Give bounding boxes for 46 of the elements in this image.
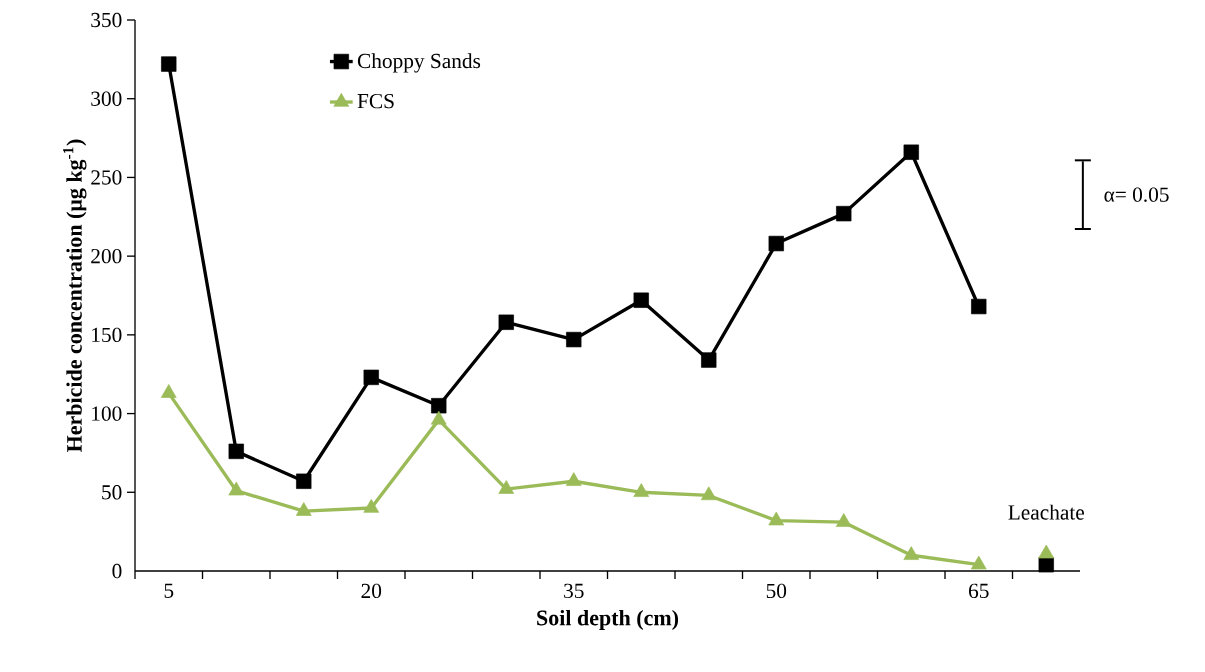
y-tick-label: 0 [112, 563, 122, 579]
y-axis-title: Herbicide concentration (μg kg$^{-1}$) [63, 139, 87, 452]
y-tick-label: 150 [92, 327, 122, 343]
point [228, 443, 244, 460]
annotation: Leachate [1008, 504, 1085, 520]
point [498, 314, 514, 330]
point [1038, 544, 1055, 559]
text: α= 0.05 [1104, 187, 1169, 202]
point [768, 235, 784, 252]
x-axis-title: Soil depth (cm) [537, 609, 679, 630]
y-tick-label: 100 [92, 406, 122, 421]
y-tick-label: 350 [91, 12, 122, 28]
point [633, 292, 649, 308]
x-tick-label: 35 [564, 583, 584, 599]
point [971, 298, 987, 315]
point [363, 369, 379, 386]
point [836, 205, 852, 222]
point [161, 56, 177, 72]
legend-label: Choppy Sands [357, 53, 481, 73]
point [430, 410, 447, 425]
point [903, 546, 920, 560]
point [431, 398, 447, 414]
point [295, 502, 312, 516]
point [633, 483, 650, 497]
point [768, 511, 785, 526]
x-tick-label: 20 [361, 583, 382, 599]
point [700, 486, 717, 501]
legend-label: FCS [357, 93, 394, 109]
y-tick-label: 300 [91, 91, 122, 106]
point [701, 352, 717, 368]
point [903, 144, 919, 160]
point [835, 513, 852, 527]
point [228, 481, 245, 496]
y-tick-label: 50 [102, 485, 122, 500]
point [566, 331, 582, 348]
point [498, 480, 515, 494]
point [970, 555, 987, 570]
point [363, 499, 380, 513]
point [160, 384, 177, 398]
y-tick-label: 200 [91, 248, 122, 264]
point [565, 472, 582, 486]
y-tick-label: 250 [91, 170, 122, 185]
x-tick-label: 50 [766, 583, 787, 599]
x-tick-label: 5 [164, 583, 174, 598]
x-tick-label: 65 [969, 583, 989, 599]
point [296, 473, 312, 489]
